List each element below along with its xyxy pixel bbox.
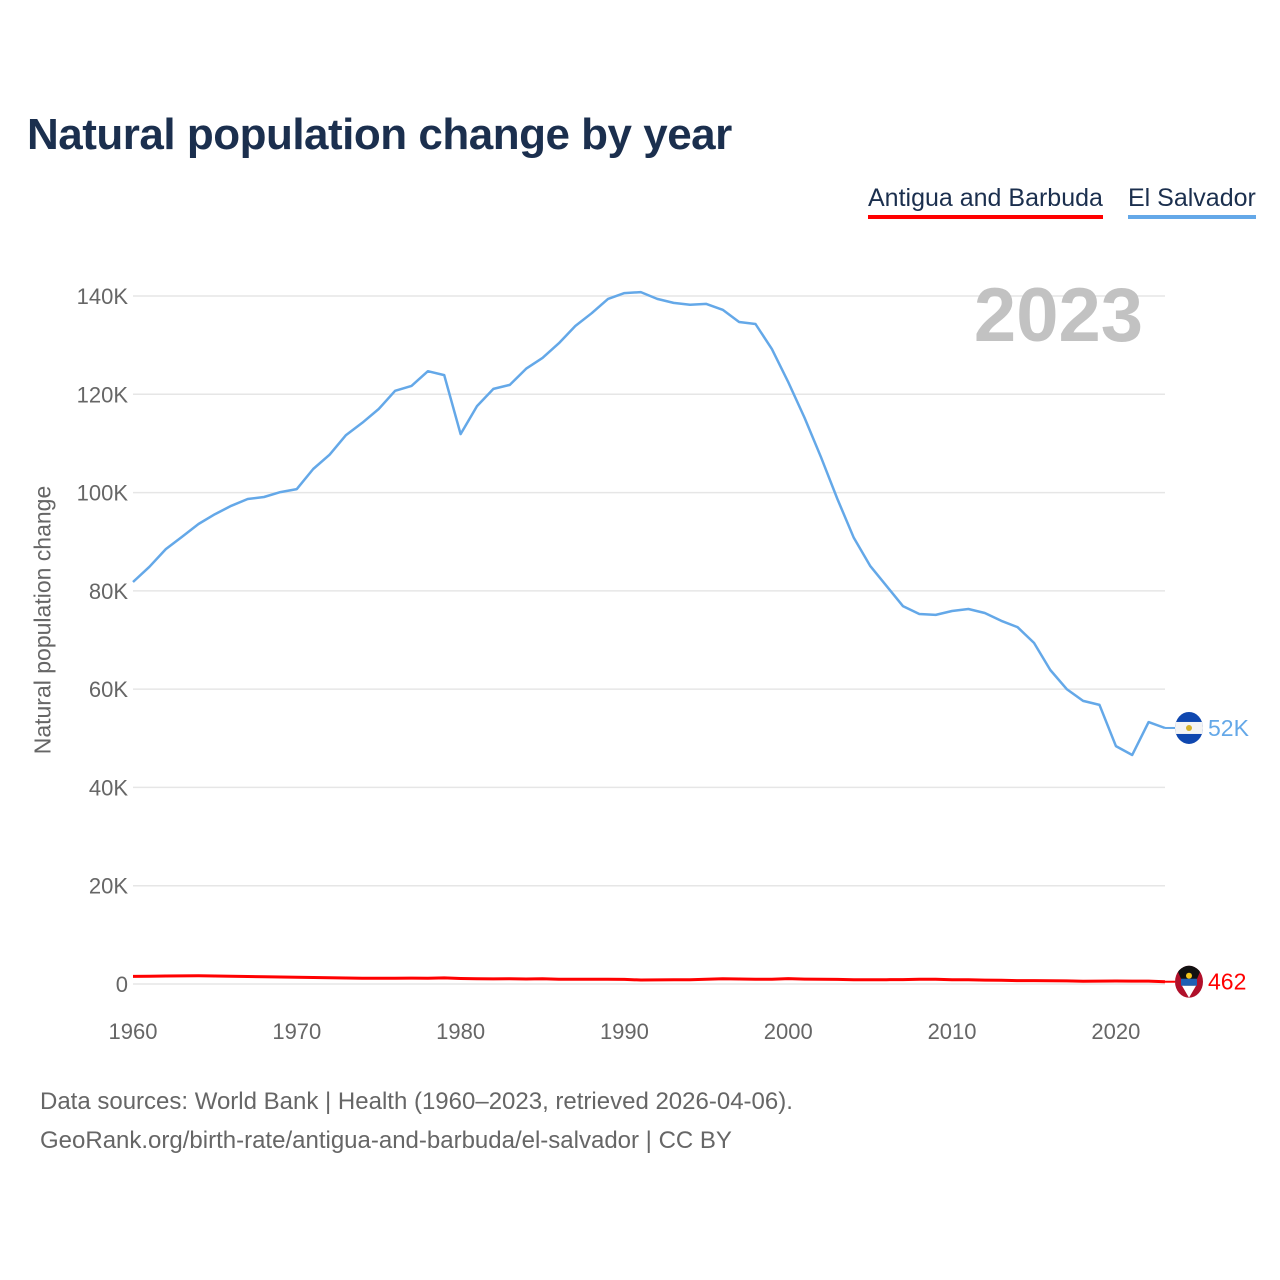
legend-antigua-and-barbuda[interactable]: Antigua and Barbuda bbox=[868, 184, 1103, 219]
x-tick-label: 2010 bbox=[928, 1019, 977, 1044]
footer-source: Data sources: World Bank | Health (1960–… bbox=[40, 1088, 793, 1115]
x-tick-label: 1990 bbox=[600, 1019, 649, 1044]
x-tick-label: 1970 bbox=[272, 1019, 321, 1044]
x-tick-label: 2000 bbox=[764, 1019, 813, 1044]
y-tick-label: 100K bbox=[77, 481, 129, 506]
legend-el-salvador[interactable]: El Salvador bbox=[1128, 184, 1256, 219]
y-tick-label: 140K bbox=[77, 284, 129, 309]
x-tick-label: 1980 bbox=[436, 1019, 485, 1044]
y-tick-label: 120K bbox=[77, 382, 129, 407]
flag-antigua-and-barbuda-icon bbox=[1175, 965, 1203, 998]
footer-link[interactable]: GeoRank.org/birth-rate/antigua-and-barbu… bbox=[40, 1127, 732, 1154]
x-tick-label: 1960 bbox=[109, 1019, 158, 1044]
end-value-label: 462 bbox=[1208, 969, 1246, 995]
end-value-label: 52K bbox=[1208, 715, 1250, 741]
flag-el-salvador-icon bbox=[1175, 711, 1203, 744]
x-tick-label: 2020 bbox=[1091, 1019, 1140, 1044]
y-tick-label: 40K bbox=[89, 775, 128, 800]
series-line-antigua-and-barbuda bbox=[132, 974, 1166, 984]
chart-title: Natural population change by year bbox=[27, 110, 732, 159]
year-overlay: 2023 bbox=[974, 273, 1143, 358]
series-line-el-salvador bbox=[132, 290, 1166, 757]
y-tick-label: 20K bbox=[89, 874, 128, 899]
y-tick-label: 0 bbox=[116, 972, 128, 997]
y-tick-label: 60K bbox=[89, 677, 128, 702]
y-tick-label: 80K bbox=[89, 579, 128, 604]
